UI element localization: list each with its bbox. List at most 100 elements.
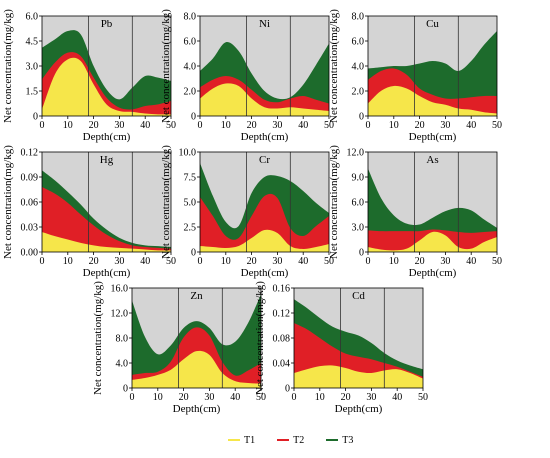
x-axis-label: Depth(cm): [173, 403, 221, 415]
y-tick-label: 7.5: [184, 173, 197, 184]
y-tick-label: 2.0: [352, 87, 365, 98]
x-tick-label: 40: [466, 120, 476, 131]
x-tick-label: 10: [389, 256, 399, 267]
x-tick-label: 0: [292, 392, 297, 403]
area-t2: [42, 187, 171, 252]
x-tick-label: 0: [130, 392, 135, 403]
panel-title: Pb: [101, 18, 113, 30]
y-tick-label: 1.5: [26, 87, 39, 98]
y-tick-label: 3.0: [352, 223, 365, 234]
y-tick-label: 9.0: [352, 173, 365, 184]
y-tick-label: 8.0: [352, 12, 365, 23]
y-tick-label: 6.0: [26, 12, 39, 23]
x-tick-label: 0: [198, 256, 203, 267]
y-tick-label: 0: [123, 384, 128, 395]
y-axis-label: Net concentration(mg/kg): [160, 9, 172, 123]
y-tick-label: 0.06: [21, 198, 39, 209]
x-tick-label: 40: [230, 392, 240, 403]
area-t1: [200, 229, 329, 252]
panel-cr: Cr 0 10 20 30 40 50 0 2.5 5.0 7.5 10.0 Depth(cm) Net …: [160, 145, 334, 279]
y-tick-label: 0: [33, 112, 38, 123]
x-tick-label: 20: [415, 256, 425, 267]
panel-zn: Zn 0 10 20 30 40 50 0 4.0 8.0 12.0 16.0 Depth(cm) Net…: [92, 281, 266, 415]
x-tick-label: 20: [179, 392, 189, 403]
y-tick-label: 0: [191, 112, 196, 123]
area-t2: [200, 193, 329, 252]
x-axis-label: Depth(cm): [409, 131, 457, 143]
y-tick-label: 0: [359, 248, 364, 259]
y-tick-label: 5.0: [184, 198, 197, 209]
legend-swatch-t3: [326, 439, 339, 441]
x-tick-label: 20: [341, 392, 351, 403]
y-tick-label: 6.0: [352, 198, 365, 209]
y-axis-label: Net concentration(mg/kg): [2, 9, 14, 123]
x-tick-label: 50: [324, 256, 334, 267]
y-axis-label: Net concentration(mg/kg): [160, 145, 172, 259]
y-tick-label: 16.0: [111, 284, 129, 295]
x-tick-label: 20: [89, 256, 99, 267]
x-tick-label: 20: [247, 120, 257, 131]
x-axis-label: Depth(cm): [241, 131, 289, 143]
y-axis-label: Net concentration(mg/kg): [2, 145, 14, 259]
panel-title: Hg: [100, 154, 114, 166]
y-tick-label: 0.09: [21, 173, 39, 184]
x-tick-label: 50: [492, 256, 502, 267]
x-tick-label: 50: [418, 392, 428, 403]
x-tick-label: 40: [392, 392, 402, 403]
y-tick-label: 0.04: [273, 359, 291, 370]
y-tick-label: 0: [285, 384, 290, 395]
x-tick-label: 10: [221, 256, 231, 267]
panel-title: Cu: [426, 18, 439, 30]
area-t1: [132, 350, 261, 388]
panel-hg: Hg 0 10 20 30 40 50 0.00 0.03 0.06 0.09 0.12 Depth(c…: [2, 145, 176, 279]
x-tick-label: 10: [63, 120, 73, 131]
panel-title: Zn: [190, 290, 203, 302]
y-tick-label: 0.16: [273, 284, 291, 295]
y-tick-label: 8.0: [184, 12, 197, 23]
panel-ni: Ni 0 10 20 30 40 50 0 2.0 4.0 6.0 8.0 Depth(cm) Net c…: [160, 9, 334, 143]
y-tick-label: 0.12: [21, 148, 39, 159]
y-tick-label: 4.0: [352, 62, 365, 73]
x-tick-label: 10: [315, 392, 325, 403]
y-axis-label: Net concentration(mg/kg): [328, 9, 340, 123]
x-tick-label: 20: [89, 120, 99, 131]
area-t1: [368, 231, 497, 252]
y-tick-label: 8.0: [116, 334, 129, 345]
panel-cd: Cd 0 10 20 30 40 50 0 0.04 0.08 0.12 0.16 Depth(cm) N…: [254, 281, 428, 415]
x-tick-label: 10: [389, 120, 399, 131]
y-tick-label: 2.5: [184, 223, 197, 234]
x-tick-label: 50: [166, 120, 176, 131]
y-tick-label: 4.5: [26, 37, 39, 48]
y-tick-label: 4.0: [184, 62, 197, 73]
y-tick-label: 0: [359, 112, 364, 123]
x-tick-label: 40: [298, 120, 308, 131]
x-tick-label: 10: [63, 256, 73, 267]
y-tick-label: 2.0: [184, 87, 197, 98]
area-t1: [42, 232, 171, 252]
area-t1: [294, 365, 423, 388]
legend-label-t3: T3: [342, 434, 354, 446]
x-axis-label: Depth(cm): [83, 131, 131, 143]
x-tick-label: 40: [140, 120, 150, 131]
x-tick-label: 30: [114, 256, 124, 267]
x-tick-label: 10: [221, 120, 231, 131]
x-tick-label: 30: [440, 120, 450, 131]
x-tick-label: 30: [366, 392, 376, 403]
panel-title: Cd: [352, 290, 365, 302]
y-axis-label: Net concentration(mg/kg): [254, 281, 266, 395]
x-tick-label: 0: [40, 256, 45, 267]
legend-swatch-t1: [228, 439, 240, 441]
x-tick-label: 30: [204, 392, 214, 403]
y-axis-label: Net concentration(mg/kg): [328, 145, 340, 259]
legend-item-t1: T1: [228, 435, 255, 446]
y-tick-label: 3.0: [26, 62, 39, 73]
x-tick-label: 40: [298, 256, 308, 267]
x-tick-label: 30: [272, 256, 282, 267]
y-tick-label: 12.0: [347, 148, 365, 159]
y-tick-label: 0.03: [21, 223, 39, 234]
area-t1: [200, 83, 329, 116]
x-tick-label: 30: [272, 120, 282, 131]
legend-label-t2: T2: [293, 434, 305, 446]
y-tick-label: 10.0: [179, 148, 197, 159]
